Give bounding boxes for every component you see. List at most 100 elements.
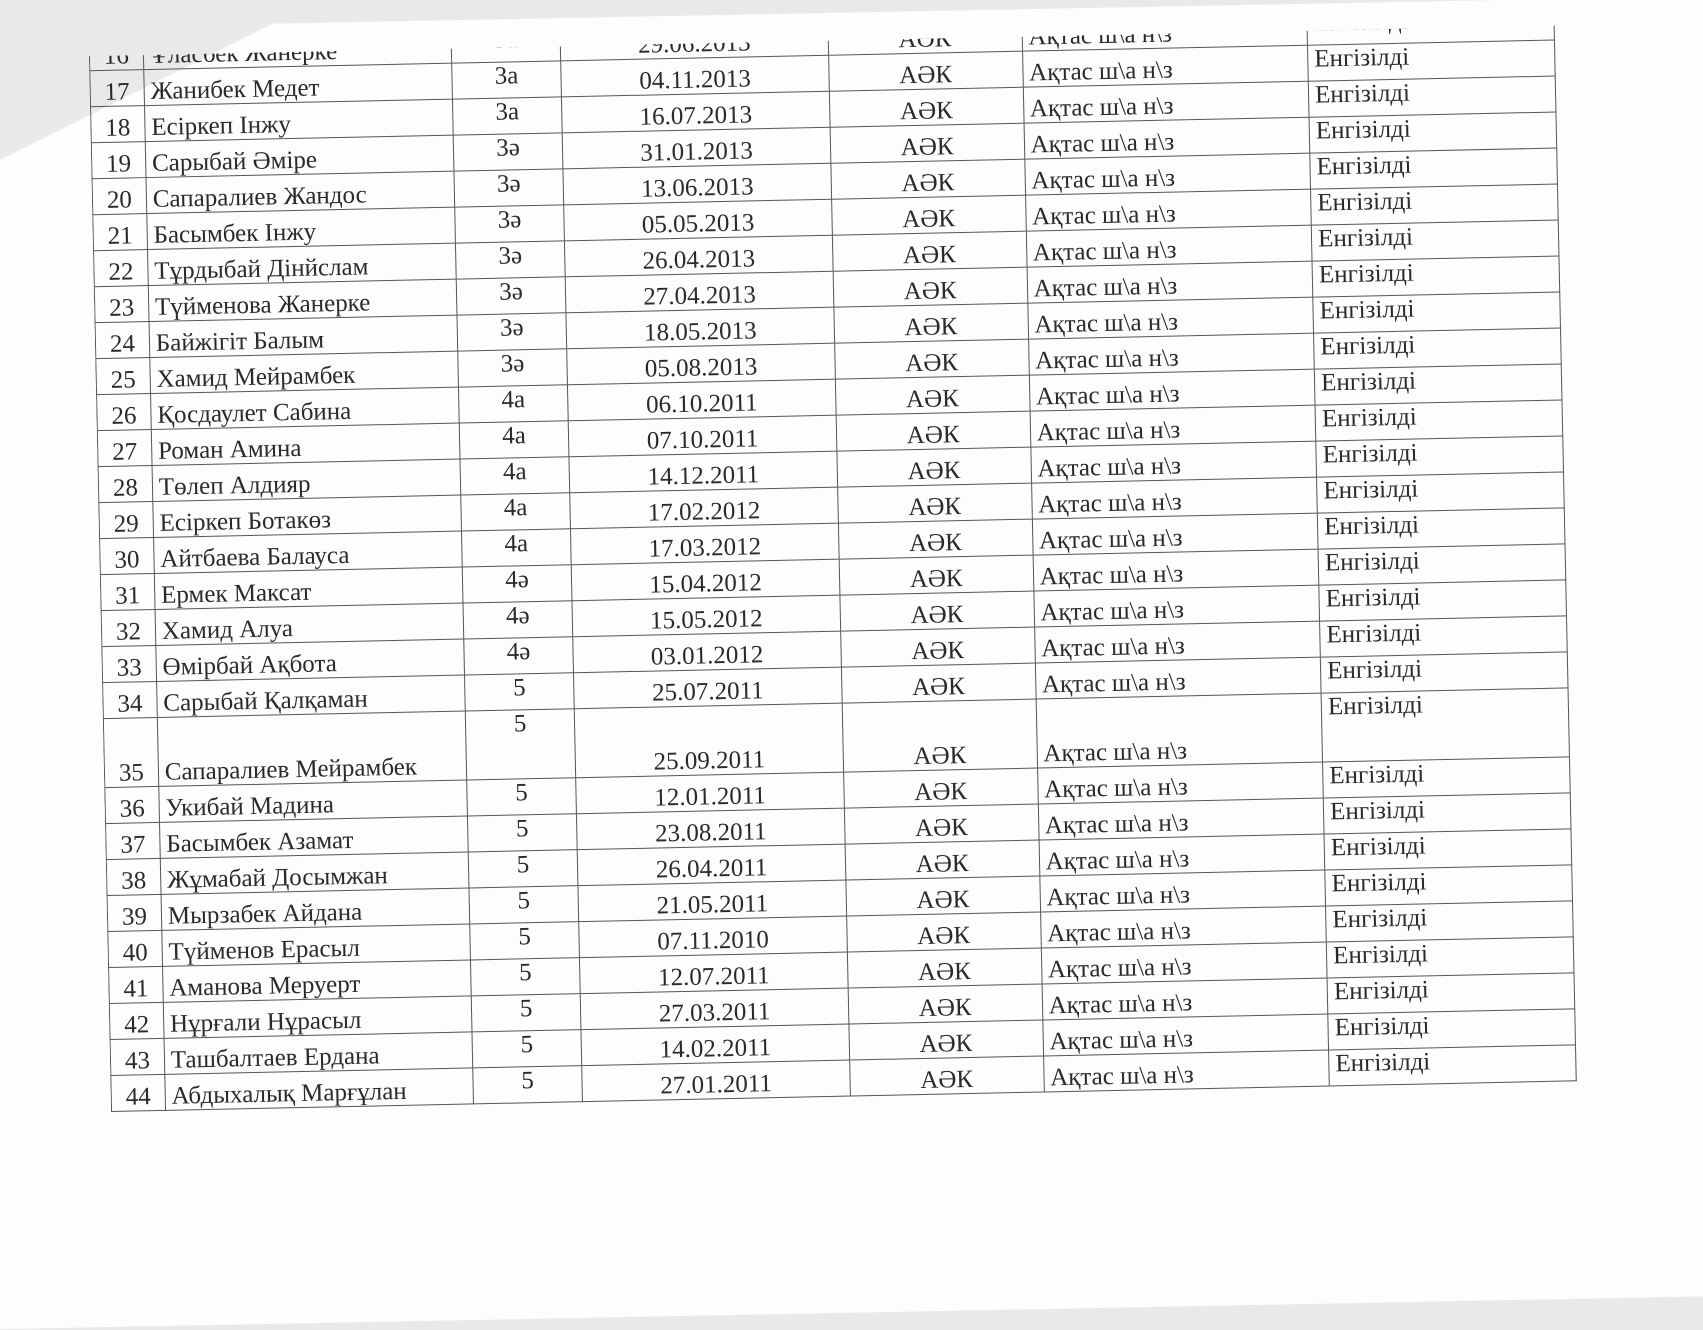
cell-no: 28 <box>98 465 153 503</box>
cell-date: 06.10.2011 <box>567 379 836 421</box>
cell-status: Енгізілді <box>1315 435 1564 478</box>
cell-no: 41 <box>108 966 164 1004</box>
cell-school: Ақтас ш\а н\з <box>1035 693 1323 769</box>
cell-org: АӘК <box>837 483 1032 524</box>
cell-school: Ақтас ш\а н\з <box>1022 45 1309 88</box>
cell-school: Ақтас ш\а н\з <box>1025 225 1313 268</box>
cell-no: 30 <box>99 537 155 575</box>
cell-org: АӘК <box>846 912 1041 953</box>
cell-date: 27.04.2013 <box>565 271 834 313</box>
cell-org: АӘК <box>843 804 1039 845</box>
cell-school: Ақтас ш\а н\з <box>1023 117 1310 160</box>
cell-date: 14.02.2011 <box>581 1024 850 1066</box>
cell-org: АӘК <box>828 87 1024 128</box>
cell-org: АӘК <box>846 947 1042 989</box>
cell-status: Енгізілді <box>1309 148 1558 190</box>
cell-no: 33 <box>101 645 157 683</box>
cell-school: Ақтас ш\а н\з <box>1030 441 1317 484</box>
cell-date: 25.09.2011 <box>574 703 844 778</box>
cell-class: 5 <box>467 813 578 852</box>
cell-school: Ақтас ш\а н\з <box>1034 621 1321 664</box>
cell-date: 13.06.2013 <box>563 163 832 205</box>
cell-school: Ақтас ш\а н\з <box>1024 153 1311 196</box>
cell-school: Ақтас ш\а н\з <box>1031 513 1319 556</box>
cell-status: Енгізілді <box>1328 1044 1577 1086</box>
cell-class: 3а <box>451 60 562 100</box>
cell-status: Енгізілді <box>1327 1008 1576 1050</box>
cell-class: 3ә <box>453 168 565 208</box>
cell-date: 07.11.2010 <box>579 916 847 958</box>
cell-no: 31 <box>100 573 155 611</box>
scan-background-corner <box>0 0 320 160</box>
cell-no: 17 <box>89 69 145 107</box>
cell-no: 21 <box>92 213 148 251</box>
cell-date: 17.03.2012 <box>570 523 839 565</box>
cell-status: Енгізілді <box>1312 255 1560 298</box>
cell-class: 3а <box>452 96 563 136</box>
cell-status: Енгізілді <box>1317 507 1566 550</box>
cell-no: 43 <box>110 1038 165 1076</box>
cell-class: 4а <box>458 384 569 424</box>
cell-status: Енгізілді <box>1323 792 1571 835</box>
cell-status: Енгізілді <box>1326 936 1574 979</box>
cell-status: Енгізілді <box>1327 972 1575 1015</box>
cell-org: АӘК <box>834 375 1030 416</box>
cell-status: Енгізілді <box>1320 651 1569 694</box>
cell-class: 3ә <box>455 276 567 316</box>
cell-class: 5 <box>470 993 582 1032</box>
cell-class: 3ә <box>454 204 565 244</box>
cell-class: 5 <box>464 672 575 712</box>
cell-date: 15.05.2012 <box>572 595 841 637</box>
cell-date: 25.07.2011 <box>573 667 842 709</box>
cell-date: 27.01.2011 <box>582 1060 850 1102</box>
cell-org: АӘК <box>834 339 1029 380</box>
cell-no: 22 <box>93 249 149 287</box>
cell-school: Ақтас ш\а н\з <box>1025 189 1312 232</box>
cell-school: Ақтас ш\а н\з <box>1040 942 1328 984</box>
cell-date: 27.03.2011 <box>580 988 849 1030</box>
cell-class: 5 <box>472 1065 583 1104</box>
cell-no: 20 <box>92 177 147 215</box>
cell-status: Енгізілді <box>1310 184 1559 226</box>
cell-name: Абдыхалық Марғұлан <box>164 1067 474 1111</box>
cell-org: АӘК <box>830 159 1026 200</box>
cell-no: 27 <box>97 429 152 467</box>
cell-class: 3ә <box>456 312 568 352</box>
cell-org: АӘК <box>844 840 1040 881</box>
cell-org: АӘК <box>835 411 1031 452</box>
cell-class: 3ә <box>457 348 568 388</box>
cell-date: 05.05.2013 <box>564 199 832 241</box>
cell-school: Ақтас ш\а н\з <box>1037 798 1325 841</box>
cell-no: 23 <box>94 285 149 323</box>
cell-school: Ақтас ш\а н\з <box>1038 834 1325 877</box>
cell-school: Ақтас ш\а н\з <box>1028 333 1315 376</box>
cell-school: Ақтас ш\а н\з <box>1029 405 1316 448</box>
cell-org: АӘК <box>843 768 1038 809</box>
cell-status: Енгізілді <box>1318 579 1567 622</box>
cell-status: Енгізілді <box>1325 900 1574 943</box>
cell-school: Ақтас ш\а н\з <box>1037 762 1324 805</box>
cell-date: 04.11.2013 <box>561 55 829 97</box>
cell-class: 5 <box>466 777 577 816</box>
cell-no: 26 <box>96 393 152 431</box>
cell-class: 4а <box>460 492 571 532</box>
cell-org: АӘК <box>849 1055 1044 1097</box>
cell-school: Ақтас ш\а н\з <box>1032 549 1319 592</box>
cell-date: 26.04.2011 <box>577 844 846 886</box>
cell-school: Ақтас ш\а н\з <box>1026 261 1313 304</box>
cell-school: Ақтас ш\а н\з <box>1041 978 1328 1020</box>
cell-status: Енгізілді <box>1318 543 1566 586</box>
cell-no: 40 <box>107 930 163 968</box>
cell-school: Ақтас ш\а н\з <box>1034 657 1322 700</box>
cell-class: 5 <box>471 1029 583 1068</box>
cell-org: АӘК <box>845 876 1041 917</box>
cell-org: АӘК <box>831 195 1026 236</box>
cell-class: 4ә <box>461 564 573 604</box>
cell-no: 39 <box>107 894 162 932</box>
cell-date: 16.07.2013 <box>561 91 830 133</box>
cell-no: 42 <box>109 1002 164 1040</box>
cell-status: Енгізілді <box>1308 76 1556 118</box>
cell-date: 15.04.2012 <box>571 559 840 601</box>
cell-org: АӘК <box>831 231 1027 272</box>
